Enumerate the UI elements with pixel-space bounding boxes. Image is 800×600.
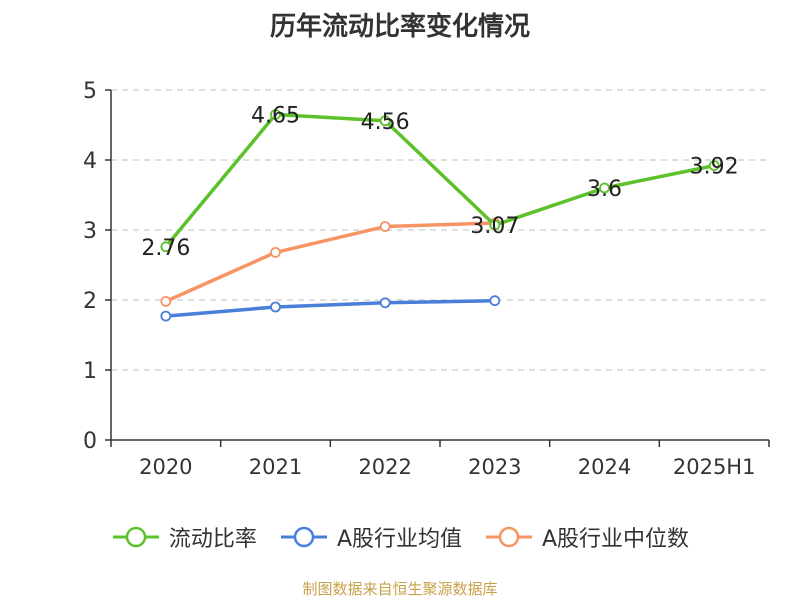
data-point (489, 219, 501, 231)
legend-item[interactable]: 流动比率 (111, 521, 257, 553)
data-point (270, 301, 281, 313)
legend: 流动比率 A股行业均值 A股行业中位数 (0, 520, 800, 554)
data-point (160, 295, 172, 307)
legend-label: A股行业中位数 (542, 527, 690, 552)
series-lines (160, 109, 720, 322)
data-point (708, 160, 720, 172)
x-tick-label: 2022 (358, 455, 411, 479)
x-tick-label: 2020 (139, 455, 192, 479)
source-note: 制图数据来自恒生聚源数据库 (302, 580, 498, 598)
data-point (379, 221, 391, 232)
x-tick-label: 2021 (249, 455, 302, 479)
legend-item[interactable]: A股行业中位数 (484, 521, 689, 553)
line-chart: 0 1 2 3 4 5 2020 2021 2022 2023 2024 2025H1 2.76 4.6… (83, 79, 770, 479)
data-point (599, 182, 610, 194)
data-point (489, 295, 501, 307)
x-tick-label: 2024 (578, 455, 631, 479)
y-tick-label: 1 (83, 359, 97, 384)
data-labels: 2.76 4.65 4.56 3.07 3.6 3.92 (141, 104, 738, 261)
data-label: 4.56 (361, 110, 410, 135)
series-line (165, 221, 495, 303)
gridlines (111, 89, 769, 371)
data-label: 4.65 (251, 104, 300, 129)
data-point (379, 297, 391, 309)
y-tick-label: 4 (83, 149, 97, 174)
data-label: 3.6 (587, 177, 622, 202)
data-label: 3.92 (690, 155, 739, 180)
legend-item[interactable]: A股行业均值 (279, 521, 462, 553)
y-tick-label: 0 (83, 429, 97, 454)
legend-swatch-icon (486, 526, 532, 548)
data-point (270, 246, 281, 258)
legend-swatch-icon (280, 526, 327, 548)
x-tick-label: 2023 (468, 455, 521, 479)
data-point (160, 241, 172, 253)
data-point (379, 115, 391, 127)
series-line (165, 298, 495, 318)
legend-swatch-icon (112, 526, 159, 548)
x-tick-label: 2025H1 (673, 455, 756, 479)
data-label: 3.07 (470, 214, 519, 239)
data-point (160, 310, 172, 322)
data-point (270, 109, 281, 120)
y-tick-label: 3 (83, 219, 97, 244)
y-tick-label: 2 (83, 289, 97, 314)
series-line (164, 112, 715, 248)
data-label: 2.76 (141, 236, 190, 261)
legend-label: A股行业均值 (336, 527, 462, 552)
legend-label: 流动比率 (168, 527, 257, 552)
y-tick-label: 5 (83, 79, 97, 104)
axes: 0 1 2 3 4 5 2020 2021 2022 2023 2024 2025H1 (83, 79, 770, 479)
chart-title: 历年流动比率变化情况 (269, 12, 530, 42)
